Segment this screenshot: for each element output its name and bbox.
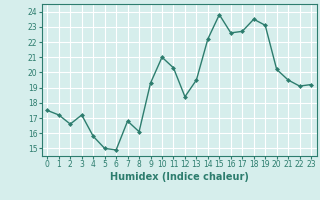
X-axis label: Humidex (Indice chaleur): Humidex (Indice chaleur) [110,172,249,182]
